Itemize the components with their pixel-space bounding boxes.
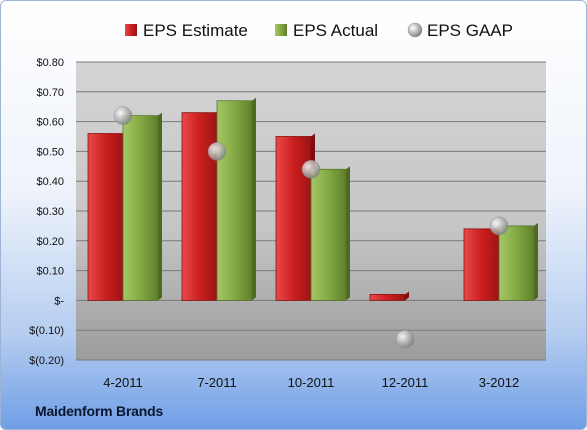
bar-side bbox=[405, 291, 409, 301]
y-tick-label: $0.40 bbox=[36, 176, 64, 188]
y-tick-label: $0.70 bbox=[36, 87, 64, 99]
legend-label: EPS GAAP bbox=[427, 21, 513, 40]
y-tick-label: $0.20 bbox=[36, 236, 64, 248]
y-axis: $0.80 $0.70 $0.60 $0.50 $0.40 $0.30 $0.20 $0.10… bbox=[29, 57, 64, 367]
y-tick-label: $0.50 bbox=[36, 146, 64, 158]
x-tick-label: 10-2011 bbox=[288, 375, 335, 390]
y-tick-label: $0.30 bbox=[36, 206, 64, 218]
eps-gaap-marker bbox=[301, 160, 321, 179]
bar-side bbox=[534, 222, 538, 301]
eps-actual-bar bbox=[216, 100, 253, 301]
eps-gaap-marker bbox=[395, 329, 415, 349]
eps-gaap-marker bbox=[489, 216, 509, 236]
eps-estimate-bar bbox=[463, 228, 500, 301]
x-tick-label: 4-2011 bbox=[103, 375, 143, 390]
x-tick-label: 3-2012 bbox=[479, 375, 519, 390]
bar-side bbox=[346, 166, 350, 301]
gaap-markers bbox=[113, 106, 509, 349]
eps-actual-bar bbox=[498, 225, 535, 301]
company-name: Maidenform Brands bbox=[35, 403, 164, 419]
bar-side bbox=[158, 112, 162, 301]
x-tick-label: 12-2011 bbox=[382, 375, 429, 390]
eps-estimate-bar bbox=[369, 294, 406, 301]
eps-gaap-marker bbox=[207, 142, 227, 161]
eps-estimate-bar bbox=[87, 133, 124, 301]
y-tick-label: $(0.20) bbox=[29, 355, 64, 367]
eps-actual-bar bbox=[310, 168, 347, 301]
x-axis: 4-2011 7-2011 10-2011 12-2011 3-2012 bbox=[103, 375, 519, 390]
legend: EPS Estimate EPS Actual EPS GAAP bbox=[125, 21, 513, 40]
y-tick-label: $(0.10) bbox=[29, 325, 64, 337]
legend-swatch bbox=[125, 24, 137, 36]
y-tick-label: $0.80 bbox=[36, 57, 64, 69]
legend-label: EPS Actual bbox=[293, 21, 378, 40]
eps-estimate-bar bbox=[275, 136, 312, 301]
legend-swatch bbox=[407, 22, 423, 38]
y-tick-label: $0.10 bbox=[36, 266, 64, 278]
bar-side bbox=[252, 97, 256, 301]
eps-estimate-bar bbox=[181, 112, 218, 301]
legend-swatch bbox=[275, 24, 287, 36]
eps-actual-bar bbox=[122, 115, 159, 301]
y-tick-label: $0.60 bbox=[36, 117, 64, 129]
x-tick-label: 7-2011 bbox=[197, 375, 237, 390]
legend-label: EPS Estimate bbox=[143, 21, 248, 40]
y-tick-label: $- bbox=[54, 295, 64, 307]
eps-gaap-marker bbox=[113, 106, 133, 125]
